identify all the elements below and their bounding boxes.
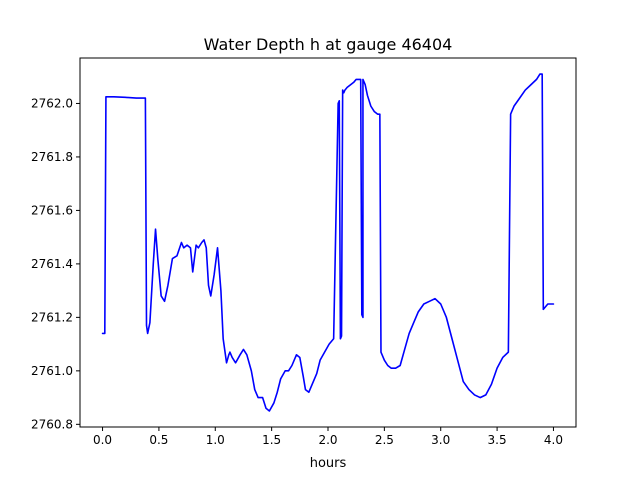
y-tick-label: 2761.8 [31, 150, 73, 164]
x-tick-label: 1.5 [262, 433, 281, 447]
y-tick-label: 2762.0 [31, 96, 73, 110]
x-tick-label: 1.0 [206, 433, 225, 447]
x-tick-label: 2.5 [375, 433, 394, 447]
y-tick-label: 2760.8 [31, 417, 73, 431]
x-axis-label: hours [310, 456, 347, 471]
x-tick-label: 0.5 [149, 433, 168, 447]
chart-title: Water Depth h at gauge 46404 [204, 35, 453, 54]
x-tick-label: 3.0 [431, 433, 450, 447]
y-tick-label: 2761.6 [31, 203, 73, 217]
x-tick-label: 4.0 [544, 433, 563, 447]
y-tick-label: 2761.2 [31, 310, 73, 324]
x-tick-label: 2.0 [318, 433, 337, 447]
series-line-0 [101, 73, 555, 412]
plot-area: 0.0 0.5 1.0 1.5 2.0 2.5 3.0 3.5 4.0 2760.8 2761.0 2… [31, 57, 577, 447]
y-tick-label: 2761.4 [31, 257, 73, 271]
y-tick-label: 2761.0 [31, 364, 73, 378]
x-tick-label: 0.0 [93, 433, 112, 447]
x-tick-label: 3.5 [488, 433, 507, 447]
